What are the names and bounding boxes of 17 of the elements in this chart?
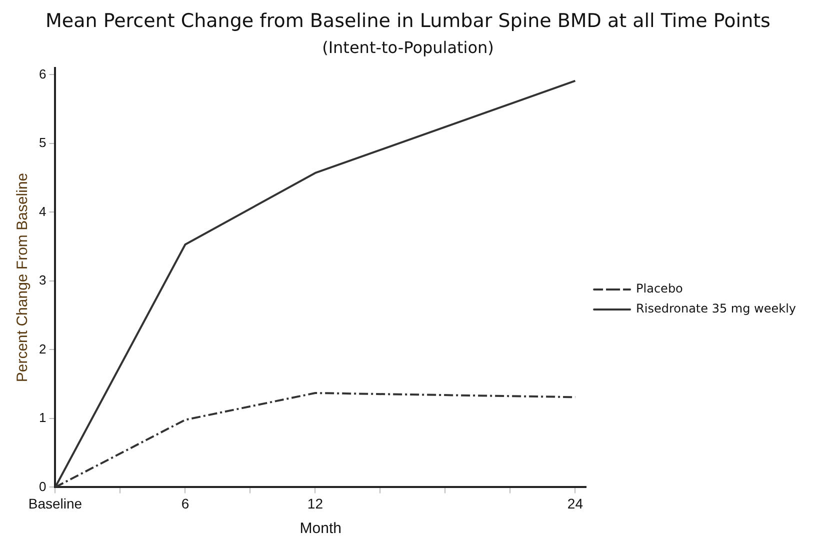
x-tick-label: Baseline	[28, 495, 82, 512]
chart-subtitle: (Intent-to-Population)	[321, 38, 495, 57]
legend-label: Placebo	[636, 282, 683, 296]
y-tick-label: 5	[38, 135, 46, 150]
y-axis-title: Percent Change From Baseline	[14, 172, 32, 382]
y-tick-label: 3	[38, 272, 46, 288]
x-axis-title: Month	[300, 520, 342, 538]
y-tick-label: 1	[38, 410, 46, 426]
x-tick-label: 6	[181, 495, 190, 512]
y-tick-label: 6	[38, 66, 46, 82]
chart-title: Mean Percent Change from Baseline in Lumbar Spine BMD at all Time Points	[44, 10, 772, 32]
y-tick-label: 4	[38, 204, 46, 219]
legend-label: Risedronate 35 mg weekly	[636, 302, 796, 316]
x-tick-label: 12	[307, 495, 324, 512]
y-tick-label: 2	[38, 341, 46, 356]
x-tick-label: 24	[567, 495, 584, 512]
y-tick-label: 0	[38, 478, 46, 494]
